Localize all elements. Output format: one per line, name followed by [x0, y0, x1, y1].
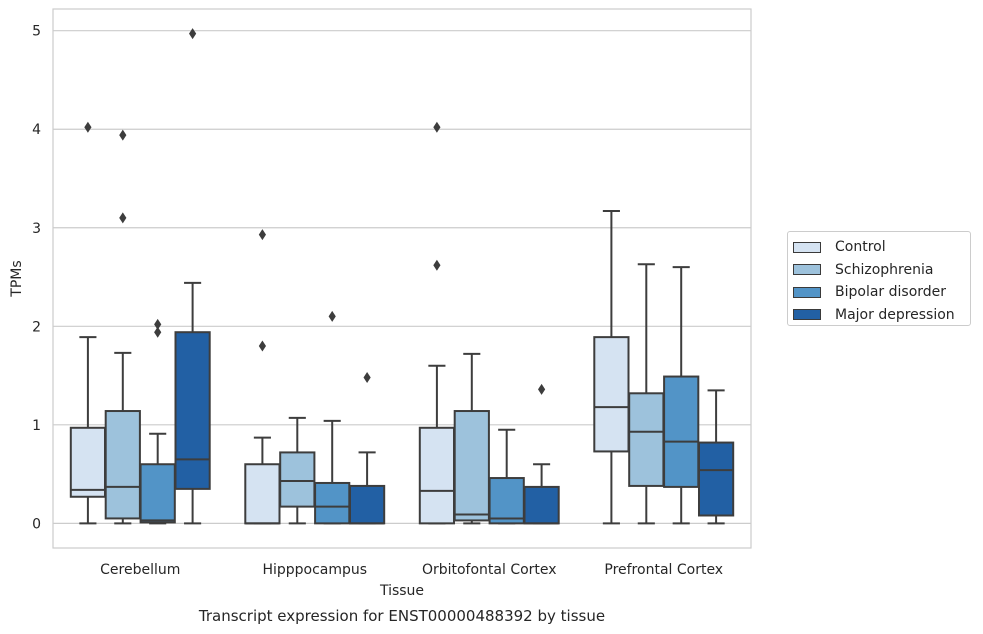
y-axis-label: TPMs	[9, 260, 25, 297]
chart-title: Transcript expression for ENST0000048839…	[198, 607, 605, 625]
box-schizophrenia	[104, 129, 141, 525]
box-major-depression	[174, 28, 211, 525]
x-axis-label: Tissue	[379, 583, 424, 599]
box-body	[244, 463, 281, 525]
legend-item: Schizophrenia	[793, 259, 970, 282]
legend-label: Schizophrenia	[835, 261, 934, 278]
box-body	[523, 485, 560, 525]
y-tick-label: 2	[32, 319, 41, 335]
box-major-depression	[523, 383, 560, 525]
box-control	[418, 121, 456, 525]
outlier-point	[328, 310, 336, 322]
box-body	[69, 426, 107, 498]
y-tick-label: 0	[32, 516, 41, 532]
outlier-point	[119, 212, 127, 224]
box-body	[628, 392, 665, 487]
outlier-point	[84, 121, 92, 133]
x-tick-labels: Cerebellum Hipppocampus Orbitofontal Corte…	[100, 562, 723, 578]
legend: Control Schizophrenia Bipolar disorder Majo…	[787, 231, 971, 326]
boxes	[69, 28, 735, 525]
outlier-point	[433, 259, 441, 271]
box-body	[279, 451, 316, 508]
box-body	[348, 484, 386, 525]
box-body	[593, 336, 630, 453]
outlier-point	[119, 129, 127, 141]
legend-item: Major depression	[793, 304, 970, 327]
y-tick-label: 1	[32, 418, 41, 434]
box-schizophrenia	[453, 352, 490, 525]
box-body	[663, 375, 700, 488]
outlier-point	[433, 121, 441, 133]
box-body	[139, 463, 176, 524]
box-major-depression	[697, 389, 735, 525]
plot-frame	[52, 8, 752, 549]
legend-swatch	[793, 309, 821, 321]
y-tick-label: 4	[32, 122, 41, 138]
outlier-point	[154, 318, 162, 330]
x-tick-label: Prefrontal Cortex	[604, 562, 723, 578]
box-schizophrenia	[279, 416, 316, 525]
box-body	[104, 410, 141, 520]
legend-label: Major depression	[835, 306, 955, 323]
y-tick-labels: 0 1 2 3 4 5	[32, 24, 41, 533]
legend-swatch	[793, 264, 821, 276]
outlier-point	[363, 372, 371, 384]
box-major-depression	[348, 372, 386, 525]
outlier-point	[154, 326, 162, 338]
box-body	[488, 477, 525, 525]
outlier-point	[258, 229, 266, 241]
legend-swatch	[793, 286, 821, 298]
box-body	[314, 481, 351, 525]
legend-swatch	[793, 241, 821, 253]
box-control	[593, 210, 630, 525]
x-tick-label: Hipppocampus	[262, 562, 367, 578]
grid-lines	[53, 30, 751, 524]
outlier-point	[538, 383, 546, 395]
box-control	[69, 121, 107, 525]
legend-item: Bipolar disorder	[793, 281, 970, 304]
legend-item: Control	[793, 236, 970, 259]
y-tick-label: 5	[32, 24, 41, 40]
legend-label: Control	[835, 239, 886, 256]
box-body	[453, 410, 490, 522]
x-tick-label: Orbitofontal Cortex	[422, 562, 557, 578]
box-body	[174, 331, 211, 490]
box-body	[697, 441, 735, 517]
box-schizophrenia	[628, 263, 665, 525]
y-tick-label: 3	[32, 221, 41, 237]
box-bipolar-disorder	[139, 318, 176, 525]
outlier-point	[189, 28, 197, 40]
box-bipolar-disorder	[488, 428, 525, 525]
x-tick-label: Cerebellum	[100, 562, 180, 578]
legend-label: Bipolar disorder	[835, 284, 947, 301]
box-bipolar-disorder	[663, 266, 700, 525]
box-bipolar-disorder	[314, 310, 351, 525]
box-body	[418, 426, 456, 525]
box-control	[244, 229, 281, 525]
outlier-point	[258, 340, 266, 352]
